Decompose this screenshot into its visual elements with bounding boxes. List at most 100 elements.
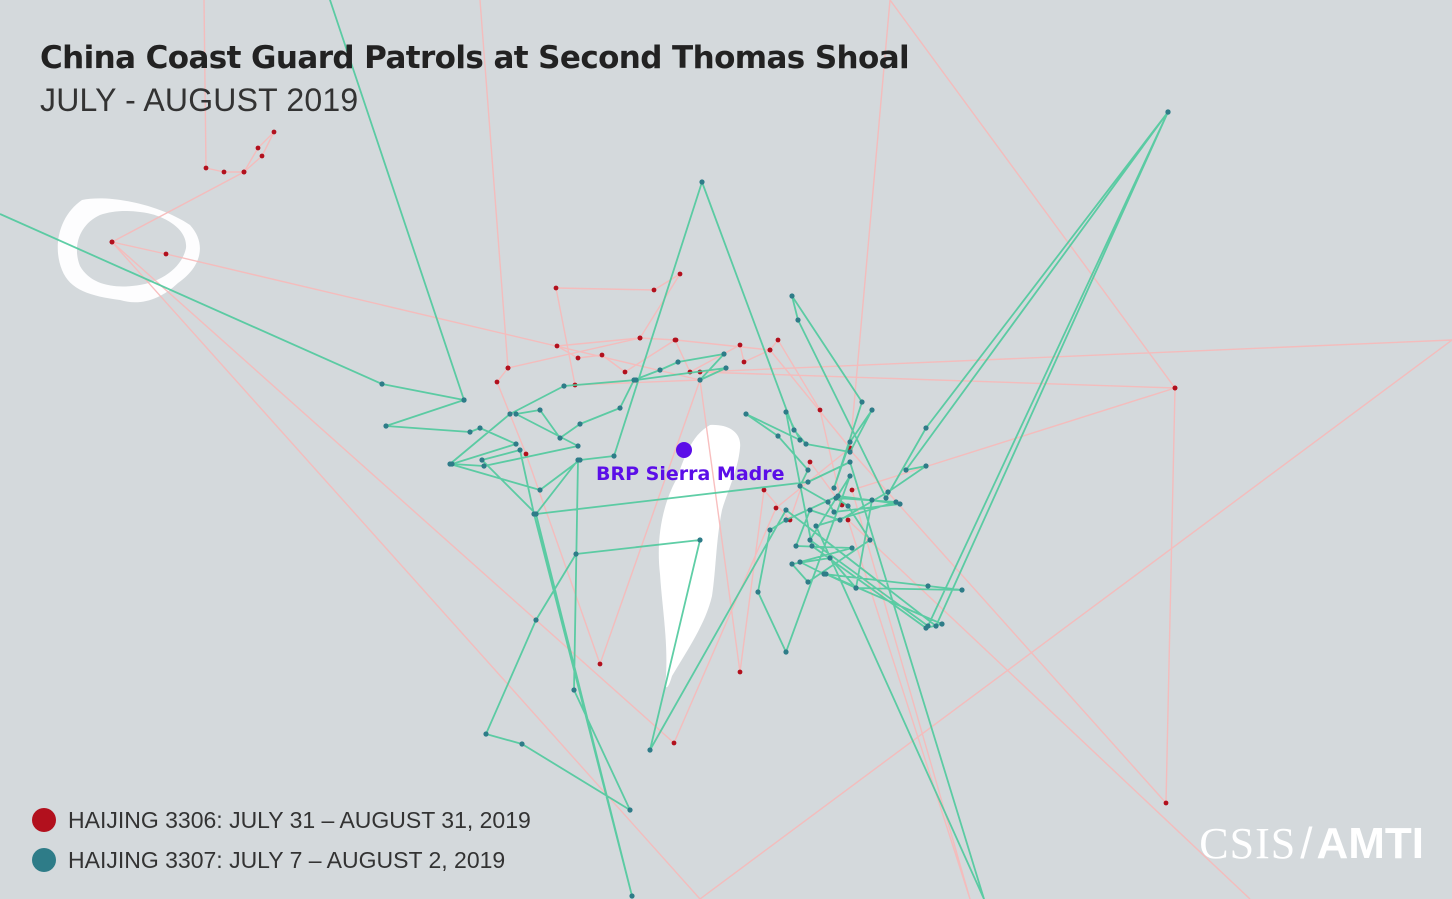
haijing-3307-position (853, 585, 859, 591)
haijing-3307-position (461, 397, 467, 403)
haijing-3306-position (1163, 800, 1169, 806)
haijing-3307-position (925, 583, 931, 589)
haijing-3306-position (494, 379, 500, 385)
haijing-3307-position (883, 495, 889, 501)
logo-amti: AMTI (1316, 819, 1424, 868)
brp-sierra-madre-marker (676, 442, 692, 458)
haijing-3307-position (483, 731, 489, 737)
haijing-3307-position (755, 589, 761, 595)
haijing-3307-position (789, 561, 795, 567)
brp-sierra-madre-label: BRP Sierra Madre (596, 463, 785, 485)
legend-item-haijing-3307: HAIJING 3307: JULY 7 – AUGUST 2, 2019 (32, 840, 531, 880)
haijing-3307-position (847, 459, 853, 465)
logo-csis: CSIS (1199, 819, 1297, 868)
haijing-3307-position (627, 807, 633, 813)
legend-item-haijing-3306: HAIJING 3306: JULY 31 – AUGUST 31, 2019 (32, 800, 531, 840)
haijing-3307-position (783, 517, 789, 523)
haijing-3307-position (783, 409, 789, 415)
haijing-3306-position (271, 129, 277, 135)
haijing-3307-position (783, 649, 789, 655)
haijing-3307-position (675, 359, 681, 365)
haijing-3307-position (885, 489, 891, 495)
haijing-3307-position (939, 621, 945, 627)
csis-amti-logo: CSIS / AMTI (1199, 818, 1424, 869)
haijing-3306-position (203, 165, 209, 171)
legend-label-haijing-3307: HAIJING 3307: JULY 7 – AUGUST 2, 2019 (68, 846, 506, 873)
haijing-3307-position (481, 463, 487, 469)
haijing-3307-position (825, 499, 831, 505)
haijing-3306-position (554, 343, 560, 349)
haijing-3306-position (622, 369, 628, 375)
haijing-3306-position (255, 145, 261, 151)
haijing-3307-position (699, 179, 705, 185)
haijing-3307-position (447, 461, 453, 467)
haijing-3307-position (893, 499, 899, 505)
haijing-3307-position (933, 623, 939, 629)
haijing-3306-position (241, 169, 247, 175)
haijing-3307-position (903, 467, 909, 473)
haijing-3306-position (849, 487, 855, 493)
haijing-3307-position (959, 587, 965, 593)
haijing-3307-position (783, 507, 789, 513)
haijing-3306-position (807, 459, 813, 465)
haijing-3307-position (575, 457, 581, 463)
haijing-3307-position (657, 367, 663, 373)
haijing-3307-position (517, 447, 523, 453)
haijing-3306-position (767, 347, 773, 353)
haijing-3307-position (537, 407, 543, 413)
haijing-3307-position (805, 467, 811, 473)
reef-west (57, 198, 200, 303)
map-subtitle: JULY - AUGUST 2019 (40, 82, 359, 118)
haijing-3307-position (629, 893, 635, 899)
haijing-3307-position (807, 537, 813, 543)
haijing-3307-position (847, 449, 853, 455)
haijing-3307-position (573, 551, 579, 557)
haijing-3306-position (221, 169, 227, 175)
haijing-3307-position (797, 483, 803, 489)
haijing-3307-position (831, 509, 837, 515)
legend-label-haijing-3306: HAIJING 3306: JULY 31 – AUGUST 31, 2019 (68, 806, 531, 833)
haijing-3307-position (795, 317, 801, 323)
haijing-3307-position (869, 407, 875, 413)
haijing-3307-position (611, 453, 617, 459)
haijing-3307-position (1165, 109, 1171, 115)
haijing-3306-position (741, 359, 747, 365)
haijing-3307-position (845, 503, 851, 509)
haijing-3307-position (533, 511, 539, 517)
haijing-3307-position (923, 463, 929, 469)
haijing-3307-position (797, 437, 803, 443)
haijing-3307-position (793, 543, 799, 549)
haijing-3306-position (163, 251, 169, 257)
haijing-3307-position (697, 377, 703, 383)
haijing-3306-position (553, 285, 559, 291)
haijing-3306-position (523, 451, 529, 457)
haijing-3307-position (633, 377, 639, 383)
haijing-3307-position (721, 351, 727, 357)
haijing-3307-position (803, 441, 809, 447)
haijing-3307-position (519, 741, 525, 747)
haijing-3307-position (479, 457, 485, 463)
haijing-3307-position (767, 527, 773, 533)
haijing-3307-position (537, 487, 543, 493)
haijing-3307-position (575, 443, 581, 449)
haijing-3306-position (677, 271, 683, 277)
haijing-3307-position (849, 545, 855, 551)
map-title: China Coast Guard Patrols at Second Thom… (40, 40, 910, 76)
haijing-3307-track (0, 0, 1171, 899)
haijing-3306-position (1172, 385, 1178, 391)
haijing-3307-position (379, 381, 385, 387)
haijing-3307-position (867, 537, 873, 543)
legend-dot-haijing-3307 (32, 848, 56, 872)
haijing-3307-position (859, 399, 865, 405)
haijing-3307-position (513, 411, 519, 417)
haijing-3307-position (467, 429, 473, 435)
haijing-3306-position (845, 517, 851, 523)
haijing-3307-position (805, 479, 811, 485)
haijing-3307-position (791, 427, 797, 433)
haijing-3307-position (833, 495, 839, 501)
haijing-3306-position (505, 365, 511, 371)
haijing-3307-position (513, 441, 519, 447)
haijing-3307-position (869, 497, 875, 503)
haijing-3307-position (743, 411, 749, 417)
